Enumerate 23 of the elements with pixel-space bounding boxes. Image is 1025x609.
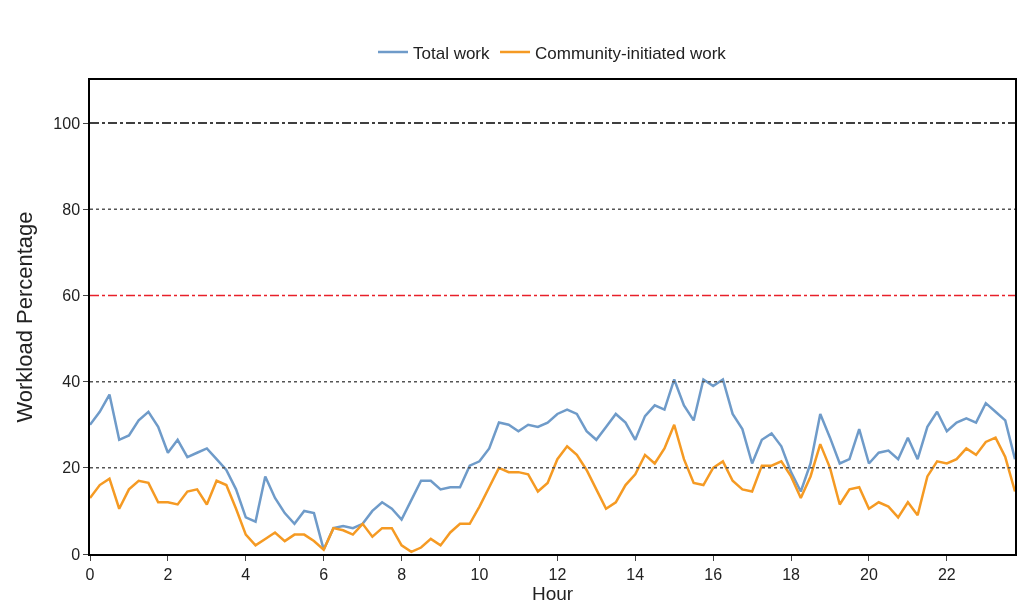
y-tick-label: 20 <box>62 459 81 477</box>
x-tick-label: 4 <box>241 565 251 583</box>
x-tick-label: 22 <box>937 565 956 583</box>
y-axis-title: Workload Percentage <box>11 211 37 423</box>
x-tick-label: 16 <box>704 565 723 583</box>
x-axis-title: Hour <box>531 583 574 605</box>
x-tick-label: 20 <box>860 565 878 583</box>
y-tick-label: 100 <box>53 114 81 132</box>
x-tick-label: 12 <box>548 565 567 583</box>
legend-label: Total work <box>413 43 491 63</box>
line-series <box>90 423 1015 554</box>
x-tick-label: 10 <box>470 565 489 583</box>
x-tick-label: 0 <box>85 565 95 583</box>
x-tick-label: 14 <box>626 565 645 583</box>
y-tick-label: 60 <box>62 287 81 305</box>
x-tick-label: 2 <box>163 565 173 583</box>
y-tick-label: 0 <box>71 545 81 563</box>
y-tick-label: 40 <box>62 373 81 391</box>
x-tick-label: 6 <box>319 565 329 583</box>
x-tick-label: 8 <box>397 565 407 583</box>
y-tick-label: 80 <box>62 200 81 218</box>
x-tick-label: 18 <box>782 565 801 583</box>
legend-label: Community-initiated work <box>535 43 727 63</box>
